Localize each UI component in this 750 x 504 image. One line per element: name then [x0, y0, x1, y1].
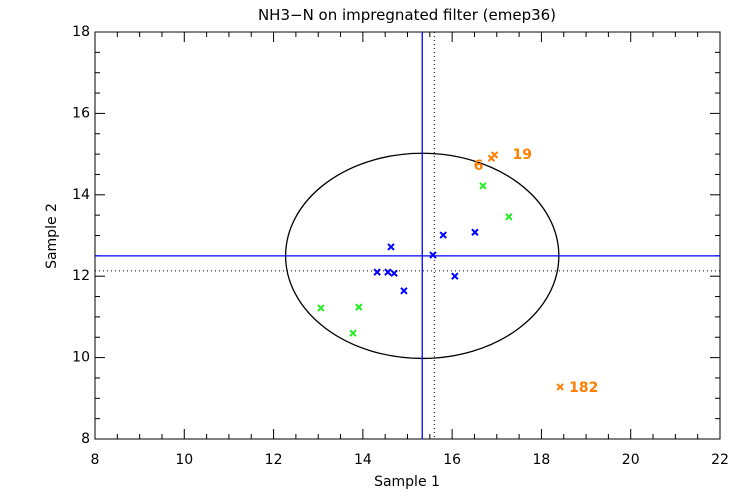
- point-mark: [384, 268, 392, 276]
- data-point: [429, 251, 437, 259]
- data-point: [439, 231, 447, 239]
- point-label: 182: [569, 380, 598, 396]
- y-tick-label: 12: [72, 268, 90, 284]
- point-mark: [505, 213, 513, 221]
- point-mark: [429, 251, 437, 259]
- data-point: [349, 329, 357, 337]
- data-point: [373, 268, 381, 276]
- point-mark: [400, 287, 408, 295]
- plot-frame: [94, 31, 721, 440]
- data-point: [505, 213, 513, 221]
- data-point: [317, 304, 325, 312]
- data-point: [384, 268, 392, 276]
- data-point: [400, 287, 408, 295]
- point-mark: [390, 269, 398, 278]
- y-tick-label: 16: [72, 105, 90, 121]
- point-mark: [479, 182, 487, 190]
- point-mark: [355, 303, 363, 311]
- y-axis-label: Sample 2: [44, 203, 60, 269]
- point-label: 19: [513, 147, 532, 163]
- y-tick-label: 18: [72, 24, 90, 40]
- point-mark: [451, 272, 459, 280]
- x-axis-label: Sample 1: [374, 474, 440, 490]
- data-point: 19: [490, 147, 532, 163]
- x-tick-label: 22: [711, 452, 729, 468]
- data-point: [390, 269, 398, 278]
- point-mark: [349, 329, 357, 337]
- plot-area: 8 10 12 14 16 18 20 22 8 10 12 14 16 18 6 19 182: [72, 24, 729, 468]
- point-mark: [471, 228, 479, 236]
- point-mark: [373, 268, 381, 276]
- data-point: [355, 303, 363, 311]
- x-tick-label: 20: [622, 452, 640, 468]
- data-point: [451, 272, 459, 280]
- data-point: 182: [556, 380, 598, 396]
- y-tick-label: 14: [72, 187, 90, 203]
- data-point: [387, 243, 395, 251]
- x-tick-label: 10: [175, 452, 193, 468]
- point-mark: [556, 383, 564, 391]
- point-mark: [317, 304, 325, 312]
- y-tick-label: 8: [81, 431, 90, 447]
- point-mark: [439, 231, 447, 239]
- data-point: [479, 182, 487, 190]
- x-tick-label: 18: [533, 452, 551, 468]
- x-tick-label: 8: [91, 452, 100, 468]
- point-mark: [387, 243, 395, 251]
- y-tick-label: 10: [72, 350, 90, 366]
- x-tick-label: 14: [354, 452, 372, 468]
- x-tick-label: 16: [443, 452, 461, 468]
- data-point: [471, 228, 479, 236]
- chart-title: NH3−N on impregnated filter (emep36): [258, 6, 556, 24]
- point-label: 6: [474, 158, 484, 174]
- point-mark: [490, 151, 499, 159]
- x-tick-label: 12: [265, 452, 283, 468]
